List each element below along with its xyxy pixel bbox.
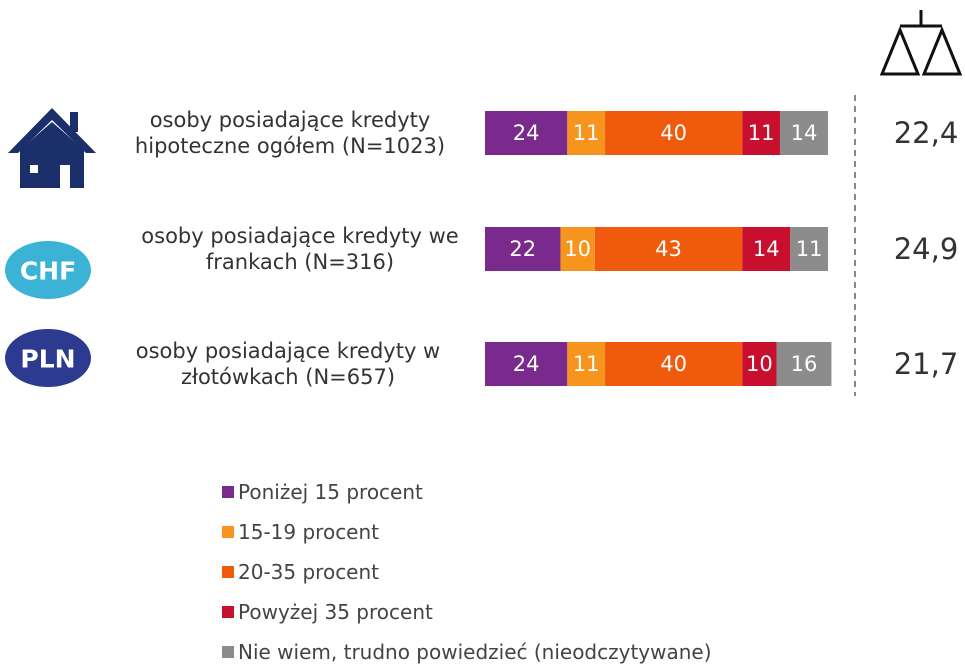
value-label: 22 [509, 237, 536, 261]
bar-segment [567, 342, 606, 386]
average-label: 22,4 [894, 116, 959, 150]
value-label: 40 [660, 352, 687, 376]
bar-segment [605, 342, 743, 386]
value-label: 11 [796, 237, 823, 261]
value-label: 14 [753, 237, 780, 261]
value-label: 14 [791, 121, 818, 145]
value-label: 43 [655, 237, 682, 261]
value-label: 11 [748, 121, 775, 145]
legend-label: Powyżej 35 procent [238, 600, 433, 624]
value-label: 40 [660, 121, 687, 145]
value-label: 24 [513, 121, 540, 145]
legend-label: 20-35 procent [238, 560, 379, 584]
legend-swatch [222, 646, 234, 658]
legend-swatch [222, 526, 234, 538]
bar-segment [594, 227, 743, 271]
bar-segment [567, 111, 606, 155]
legend-swatch [222, 486, 234, 498]
category-label: osoby posiadające kredyty w złotówkach (… [135, 339, 441, 389]
bar-segment [485, 111, 568, 155]
bar-segment [485, 342, 568, 386]
chf-badge [5, 241, 91, 299]
value-label: 10 [564, 237, 591, 261]
value-label: 11 [573, 352, 600, 376]
average-label: 24,9 [894, 232, 959, 266]
bar-segment [560, 227, 595, 271]
bar-segment [790, 227, 828, 271]
scale-icon [879, 10, 963, 76]
category-label: osoby posiadające kredyty we frankach (N… [141, 224, 459, 274]
badge-label: CHF [20, 257, 76, 286]
badge-label: PLN [20, 345, 75, 374]
bar-segment [485, 227, 561, 271]
bar-segment [779, 111, 828, 155]
value-label: 11 [573, 121, 600, 145]
bar-segment [742, 111, 780, 155]
legend-label: 15-19 procent [238, 520, 379, 544]
house-icon [8, 108, 96, 188]
legend-label: Nie wiem, trudno powiedzieć (nieodczytyw… [238, 640, 712, 664]
pln-badge [5, 329, 91, 387]
bar-segment [776, 342, 832, 386]
bar-segment [605, 111, 743, 155]
category-label: osoby posiadające kredyty hipoteczne ogó… [134, 108, 446, 158]
bar-segment [742, 227, 791, 271]
average-label: 21,7 [894, 347, 959, 381]
value-label: 16 [791, 352, 818, 376]
legend-label: Poniżej 15 procent [238, 480, 423, 504]
bar-segment [742, 342, 777, 386]
legend-swatch [222, 566, 234, 578]
value-label: 10 [746, 352, 773, 376]
value-label: 24 [513, 352, 540, 376]
legend-swatch [222, 606, 234, 618]
